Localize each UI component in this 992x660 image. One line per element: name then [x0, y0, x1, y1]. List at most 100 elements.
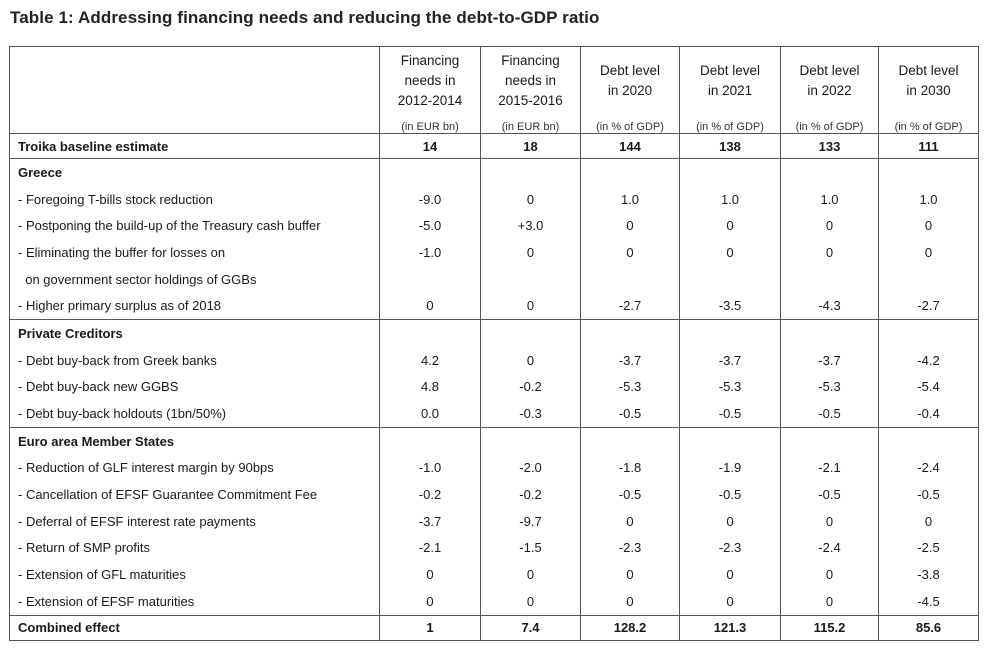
row-label: - Higher primary surplus as of 2018 — [9, 292, 380, 320]
unit-label: (in % of GDP) — [878, 115, 979, 134]
value-cell: 4.8 — [379, 373, 481, 401]
table-title: Table 1: Addressing financing needs and … — [10, 8, 600, 27]
value-cell — [679, 265, 781, 293]
section-header-row: Euro area Member States — [9, 426, 979, 455]
value-cell: -5.3 — [679, 373, 781, 401]
value-cell — [480, 157, 581, 186]
unit-label: (in % of GDP) — [679, 115, 781, 134]
value-cell: -0.2 — [480, 481, 581, 508]
table-row: - Higher primary surplus as of 2018 0 0 -2.… — [9, 292, 979, 320]
column-header: Debt level in 2022 — [780, 46, 879, 115]
value-cell: -2.3 — [679, 534, 781, 562]
table-row: - Debt buy-back from Greek banks 4.2 0 -3.7… — [9, 346, 979, 374]
value-cell — [780, 157, 879, 186]
value-cell: 0 — [780, 212, 879, 240]
section-header-row: Private Creditors — [9, 319, 979, 347]
value-cell — [379, 319, 481, 347]
value-cell — [379, 157, 481, 186]
value-cell — [379, 426, 481, 455]
value-cell — [679, 157, 781, 186]
table-row: - Extension of GFL maturities 0 0 0 0 0 -3.8 — [9, 561, 979, 588]
value-cell: -3.5 — [679, 292, 781, 320]
value-cell: 0 — [780, 588, 879, 616]
column-header: Debt level in 2020 — [580, 46, 680, 115]
value-cell: 111 — [878, 133, 979, 159]
value-cell: -3.8 — [878, 561, 979, 588]
value-cell: -1.5 — [480, 534, 581, 562]
value-cell: -2.4 — [878, 454, 979, 482]
value-cell — [679, 319, 781, 347]
table-row: - Debt buy-back new GGBS 4.8 -0.2 -5.3 -5.3-… — [9, 373, 979, 401]
value-cell: 1 — [379, 614, 481, 641]
value-cell: 1.0 — [878, 185, 979, 213]
value-cell: -5.4 — [878, 373, 979, 401]
value-cell: 1.0 — [780, 185, 879, 213]
value-cell: -5.3 — [580, 373, 680, 401]
value-cell: +3.0 — [480, 212, 581, 240]
value-cell: -2.1 — [780, 454, 879, 482]
value-cell: -5.3 — [780, 373, 879, 401]
value-cell — [580, 426, 680, 455]
value-cell: -9.7 — [480, 507, 581, 535]
row-label: - Postponing the build-up of the Treasur… — [9, 212, 380, 240]
value-cell — [780, 265, 879, 293]
table-row: - Foregoing T-bills stock reduction -9.0 0… — [9, 185, 979, 213]
value-cell: -0.5 — [580, 400, 680, 428]
row-label: Euro area Member States — [9, 426, 380, 455]
row-label: - Extension of EFSF maturities — [9, 588, 380, 616]
value-cell: -5.0 — [379, 212, 481, 240]
value-cell: 0 — [379, 561, 481, 588]
column-header: Financing needs in 2015-2016 — [480, 46, 581, 115]
value-cell — [679, 426, 781, 455]
value-cell: 0 — [780, 561, 879, 588]
value-cell: -0.2 — [379, 481, 481, 508]
value-cell — [379, 265, 481, 293]
value-cell: -1.8 — [580, 454, 680, 482]
value-cell: -0.5 — [679, 481, 781, 508]
value-cell — [480, 265, 581, 293]
row-label: - Debt buy-back holdouts (1bn/50%) — [9, 400, 380, 428]
value-cell: -0.5 — [780, 400, 879, 428]
value-cell — [580, 319, 680, 347]
value-cell: -3.7 — [580, 346, 680, 374]
units-label-cell — [9, 115, 380, 134]
value-cell — [780, 426, 879, 455]
value-cell: -2.1 — [379, 534, 481, 562]
value-cell: -0.5 — [878, 481, 979, 508]
row-label: - Return of SMP profits — [9, 534, 380, 562]
value-cell — [580, 157, 680, 186]
value-cell: -0.3 — [480, 400, 581, 428]
row-label: Combined effect — [9, 614, 380, 641]
column-header: Financing needs in 2012-2014 — [379, 46, 481, 115]
value-cell: 115.2 — [780, 614, 879, 641]
value-cell: 0 — [679, 588, 781, 616]
value-cell — [780, 319, 879, 347]
value-cell: 0 — [878, 212, 979, 240]
table-row: - Postponing the build-up of the Treasur… — [9, 212, 979, 240]
baseline-row: Troika baseline estimate 14 18 144 138 133 111 — [9, 133, 979, 159]
header-row: Financing needs in 2012-2014 Financing need… — [9, 46, 979, 115]
value-cell: 0.0 — [379, 400, 481, 428]
value-cell: 0 — [379, 292, 481, 320]
value-cell: 1.0 — [679, 185, 781, 213]
value-cell: -2.3 — [580, 534, 680, 562]
value-cell: -4.3 — [780, 292, 879, 320]
value-cell: 14 — [379, 133, 481, 159]
table-row: - Eliminating the buffer for losses on -1… — [9, 239, 979, 266]
units-row: (in EUR bn) (in EUR bn) (in % of GDP) (i… — [9, 115, 979, 134]
value-cell: 0 — [580, 561, 680, 588]
row-label: Troika baseline estimate — [9, 133, 380, 159]
value-cell: -1.9 — [679, 454, 781, 482]
combined-effect-row: Combined effect 1 7.4 128.2 121.3 115.2 85.6 — [9, 614, 979, 641]
value-cell: -0.5 — [780, 481, 879, 508]
value-cell: 0 — [878, 507, 979, 535]
value-cell: 133 — [780, 133, 879, 159]
value-cell: 0 — [679, 212, 781, 240]
row-label: - Debt buy-back new GGBS — [9, 373, 380, 401]
value-cell: 0 — [480, 588, 581, 616]
column-header: Debt level in 2021 — [679, 46, 781, 115]
value-cell — [480, 319, 581, 347]
row-label: on government sector holdings of GGBs — [9, 265, 380, 293]
value-cell: -0.5 — [580, 481, 680, 508]
value-cell: 0 — [580, 239, 680, 266]
